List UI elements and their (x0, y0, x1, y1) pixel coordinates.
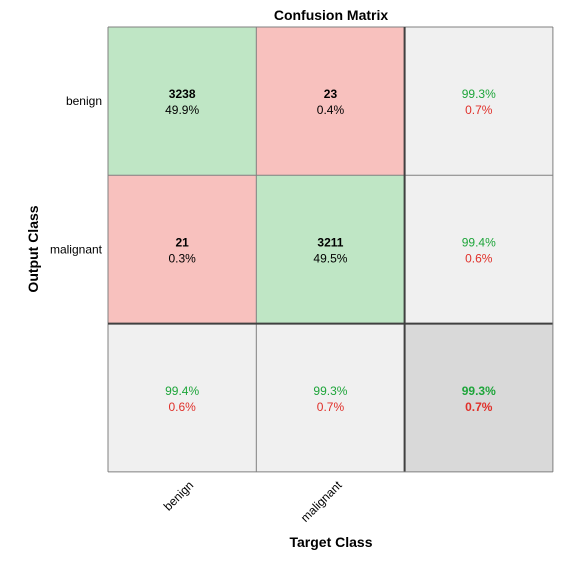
y-tick-label-0: benign (66, 94, 102, 108)
cell-count-1-1: 3211 (317, 235, 343, 249)
cell-count-0-0: 3238 (169, 87, 196, 101)
cells-layer (108, 27, 553, 472)
cell-count-0-1: 23 (324, 87, 338, 101)
cell-percent-0-0: 49.9% (165, 103, 199, 117)
row-summary-wrong-1: 0.6% (465, 251, 493, 265)
matrix-cell-0-0 (108, 27, 257, 176)
chart-title: Confusion Matrix (274, 7, 389, 23)
y-tick-label-1: malignant (50, 242, 103, 256)
row-summary-correct-1: 99.4% (462, 235, 496, 249)
row-summary-correct-0: 99.3% (462, 87, 496, 101)
overall-cell (404, 323, 553, 472)
row-summary-wrong-0: 0.7% (465, 103, 493, 117)
cell-percent-0-1: 0.4% (317, 103, 345, 117)
matrix-cell-1-1 (256, 175, 405, 324)
overall-correct: 99.3% (462, 384, 496, 398)
x-tick-label-1: malignant (298, 478, 345, 525)
y-axis-label: Output Class (25, 205, 41, 292)
x-axis-label: Target Class (290, 534, 373, 550)
col-summary-cell-1 (256, 323, 405, 472)
col-summary-cell-0 (108, 323, 257, 472)
cell-percent-1-0: 0.3% (168, 251, 196, 265)
row-summary-cell-1 (404, 175, 553, 324)
matrix-cell-0-1 (256, 27, 405, 176)
cell-percent-1-1: 49.5% (313, 251, 347, 265)
overall-wrong: 0.7% (465, 400, 493, 414)
col-summary-correct-1: 99.3% (313, 384, 347, 398)
col-summary-correct-0: 99.4% (165, 384, 199, 398)
x-tick-label-0: benign (161, 478, 196, 513)
row-summary-cell-0 (404, 27, 553, 176)
matrix-cell-1-0 (108, 175, 257, 324)
cell-count-1-0: 21 (175, 235, 189, 249)
col-summary-wrong-1: 0.7% (317, 400, 345, 414)
col-summary-wrong-0: 0.6% (168, 400, 196, 414)
grid-lines-layer (107, 26, 554, 473)
